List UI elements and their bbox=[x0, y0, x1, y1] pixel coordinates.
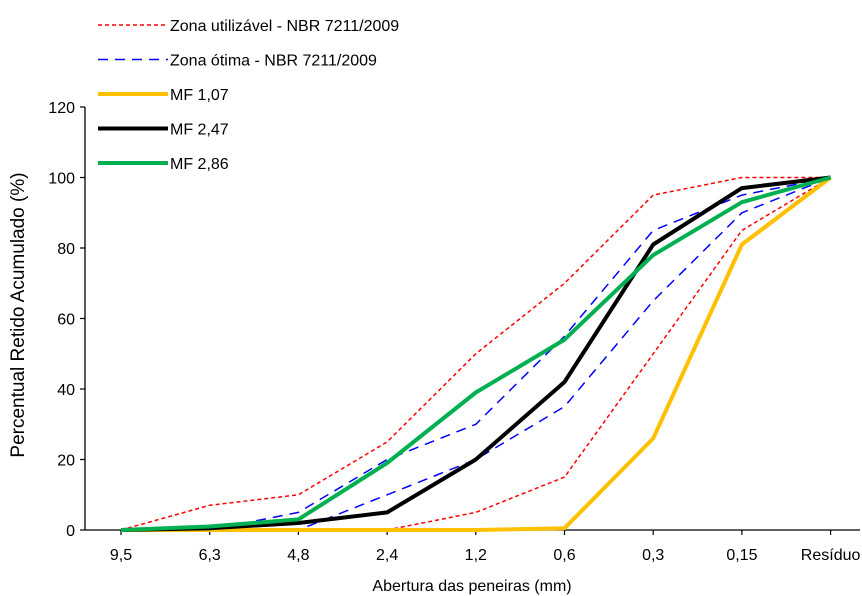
series-line-5 bbox=[120, 175, 831, 532]
x-tick-label: 2,4 bbox=[376, 547, 398, 564]
x-tick-label: 6,3 bbox=[199, 547, 221, 564]
y-tick-label: 100 bbox=[48, 171, 75, 188]
legend-label: Zona utilizável - NBR 7211/2009 bbox=[170, 18, 399, 35]
y-tick-label: 40 bbox=[57, 382, 75, 399]
x-tick-label: 0,6 bbox=[553, 547, 575, 564]
x-axis-label: Abertura das peneiras (mm) bbox=[372, 578, 571, 595]
series-line-4 bbox=[121, 175, 832, 532]
series-layer bbox=[120, 175, 832, 532]
series-line-6 bbox=[120, 175, 832, 532]
axes: 0 20 40 60 80 100 120 9,5 6,3 4,8 2,4 1,2 0,6 0,3 0,15… bbox=[48, 100, 860, 564]
legend-label: MF 1,07 bbox=[170, 87, 229, 104]
x-tick-label: 0,3 bbox=[642, 547, 664, 564]
y-tick-label: 80 bbox=[57, 241, 75, 258]
x-tick-label: 9,5 bbox=[110, 547, 132, 564]
y-axis-label: Percentual Retido Acumulado (%) bbox=[8, 172, 29, 457]
legend-label: MF 2,86 bbox=[170, 156, 229, 173]
x-tick-label: Resíduo bbox=[801, 547, 861, 564]
x-tick-label: 1,2 bbox=[465, 547, 487, 564]
x-tick-label: 4,8 bbox=[287, 547, 309, 564]
legend: Zona utilizável - NBR 7211/2009 Zona ótim… bbox=[98, 18, 399, 173]
y-tick-label: 60 bbox=[57, 312, 75, 329]
x-tick-label: 0,15 bbox=[726, 547, 757, 564]
legend-label: MF 2,47 bbox=[170, 122, 229, 139]
legend-label: Zona ótima - NBR 7211/2009 bbox=[170, 53, 377, 70]
y-tick-label: 120 bbox=[48, 100, 75, 117]
y-tick-label: 0 bbox=[66, 523, 75, 540]
series-line-0 bbox=[120, 176, 831, 531]
y-tick-label: 20 bbox=[57, 453, 75, 470]
